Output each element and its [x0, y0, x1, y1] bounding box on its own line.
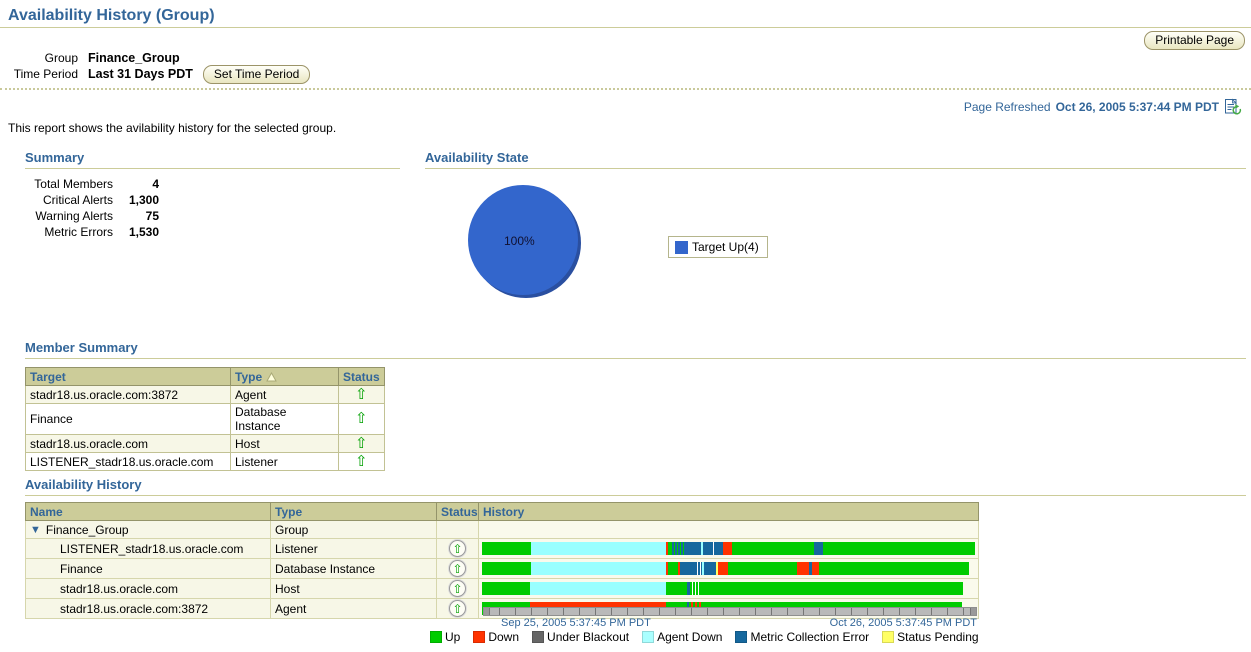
summary-section: Summary Total Members 4 Critical Alerts … — [25, 150, 400, 240]
status-up-circle-icon: ⇧ — [449, 560, 466, 577]
page-title: Availability History (Group) — [8, 7, 215, 25]
legend-swatch-icon — [473, 631, 485, 643]
member-summary-heading: Member Summary — [25, 340, 1246, 359]
printable-page-button[interactable]: Printable Page — [1144, 31, 1245, 50]
group-value: Finance_Group — [88, 51, 180, 65]
member-summary-section: Member Summary Target Type Status stadr1… — [25, 340, 1246, 471]
member-summary-table: Target Type Status stadr18.us.oracle.com… — [25, 367, 385, 471]
legend-label: Metric Collection Error — [750, 630, 869, 644]
pie-percent-label: 100% — [504, 234, 535, 248]
col-header-target[interactable]: Target — [26, 368, 231, 386]
refresh-page-icon[interactable] — [1224, 98, 1243, 116]
legend-swatch-icon — [430, 631, 442, 643]
history-bar — [482, 562, 975, 575]
availability-history-page: Availability History (Group) Printable P… — [0, 0, 1251, 652]
axis-end-label: Oct 26, 2005 5:37:45 PM PDT — [830, 617, 977, 629]
time-period-label: Time Period — [8, 67, 78, 81]
legend-label: Down — [488, 630, 519, 644]
table-row: LISTENER_stadr18.us.oracle.com Listener … — [26, 539, 979, 559]
context-info: Group Finance_Group Time Period Last 31 … — [8, 50, 310, 82]
legend-item: Agent Down — [642, 630, 722, 644]
table-row: Finance Database Instance ⇧ — [26, 404, 385, 435]
page-refreshed: Page Refreshed Oct 26, 2005 5:37:44 PM P… — [964, 98, 1243, 116]
col-header-status[interactable]: Status — [339, 368, 385, 386]
status-up-icon: ⇧ — [355, 435, 368, 452]
title-divider — [0, 27, 1251, 28]
group-row: ▼ Finance_Group Group — [26, 521, 979, 539]
history-bar — [482, 582, 975, 595]
table-row: Finance Database Instance ⇧ — [26, 559, 979, 579]
col-header-name: Name — [26, 503, 271, 521]
summary-row: Critical Alerts 1,300 — [25, 192, 400, 208]
table-row: stadr18.us.oracle.com:3872 Agent ⇧ — [26, 386, 385, 404]
legend-item: Under Blackout — [532, 630, 629, 644]
table-row: LISTENER_stadr18.us.oracle.com Listener … — [26, 453, 385, 471]
status-up-icon: ⇧ — [355, 386, 368, 403]
status-up-circle-icon: ⇧ — [449, 600, 466, 617]
pie-legend-label: Target Up(4) — [692, 240, 759, 254]
legend-swatch-icon — [882, 631, 894, 643]
col-header-status: Status — [437, 503, 479, 521]
set-time-period-button[interactable]: Set Time Period — [203, 65, 310, 84]
col-header-type[interactable]: Type — [231, 368, 339, 386]
collapse-group-icon[interactable]: ▼ — [30, 524, 41, 536]
target-up-swatch-icon — [675, 241, 688, 254]
legend-item: Down — [473, 630, 519, 644]
legend-swatch-icon — [735, 631, 747, 643]
availability-state-section: Availability State 100% Target Up(4) — [425, 150, 1246, 330]
status-up-icon: ⇧ — [355, 453, 368, 470]
legend-label: Status Pending — [897, 630, 978, 644]
status-up-circle-icon: ⇧ — [449, 540, 466, 557]
summary-row: Warning Alerts 75 — [25, 208, 400, 224]
legend-label: Up — [445, 630, 460, 644]
legend-item: Metric Collection Error — [735, 630, 869, 644]
col-header-type: Type — [271, 503, 437, 521]
availability-pie-chart: 100% — [463, 182, 593, 304]
availability-history-heading: Availability History — [25, 477, 1246, 496]
summary-heading: Summary — [25, 150, 400, 169]
availability-history-table: Name Type Status History ▼ Finance_Group… — [25, 502, 979, 619]
legend-item: Status Pending — [882, 630, 978, 644]
summary-row: Metric Errors 1,530 — [25, 224, 400, 240]
status-up-icon: ⇧ — [355, 410, 368, 427]
legend-swatch-icon — [532, 631, 544, 643]
dotted-divider — [0, 88, 1251, 90]
availability-state-heading: Availability State — [425, 150, 1246, 169]
availability-history-section: Availability History Name Type Status Hi… — [25, 477, 1246, 619]
sort-ascending-icon[interactable] — [266, 372, 277, 382]
col-header-history: History — [479, 503, 979, 521]
history-bar — [482, 542, 975, 555]
history-legend: Up Down Under Blackout Agent Down Metric Col… — [430, 630, 979, 644]
page-refreshed-label: Page Refreshed — [964, 100, 1051, 114]
time-axis-labels: Sep 25, 2005 5:37:45 PM PDT Oct 26, 2005… — [483, 617, 977, 629]
group-name: Finance_Group — [46, 523, 129, 537]
status-up-circle-icon: ⇧ — [449, 580, 466, 597]
time-axis-scrollbar — [483, 607, 977, 616]
group-label: Group — [8, 51, 78, 65]
legend-swatch-icon — [642, 631, 654, 643]
page-refreshed-value: Oct 26, 2005 5:37:44 PM PDT — [1056, 100, 1219, 114]
summary-row: Total Members 4 — [25, 176, 400, 192]
legend-item: Up — [430, 630, 460, 644]
pie-legend: Target Up(4) — [668, 236, 768, 258]
time-period-value: Last 31 Days PDT — [88, 67, 193, 81]
table-row: stadr18.us.oracle.com Host ⇧ — [26, 579, 979, 599]
table-row: stadr18.us.oracle.com Host ⇧ — [26, 435, 385, 453]
axis-start-label: Sep 25, 2005 5:37:45 PM PDT — [501, 617, 651, 629]
legend-label: Agent Down — [657, 630, 722, 644]
report-description: This report shows the avilability histor… — [8, 121, 336, 135]
legend-label: Under Blackout — [547, 630, 629, 644]
